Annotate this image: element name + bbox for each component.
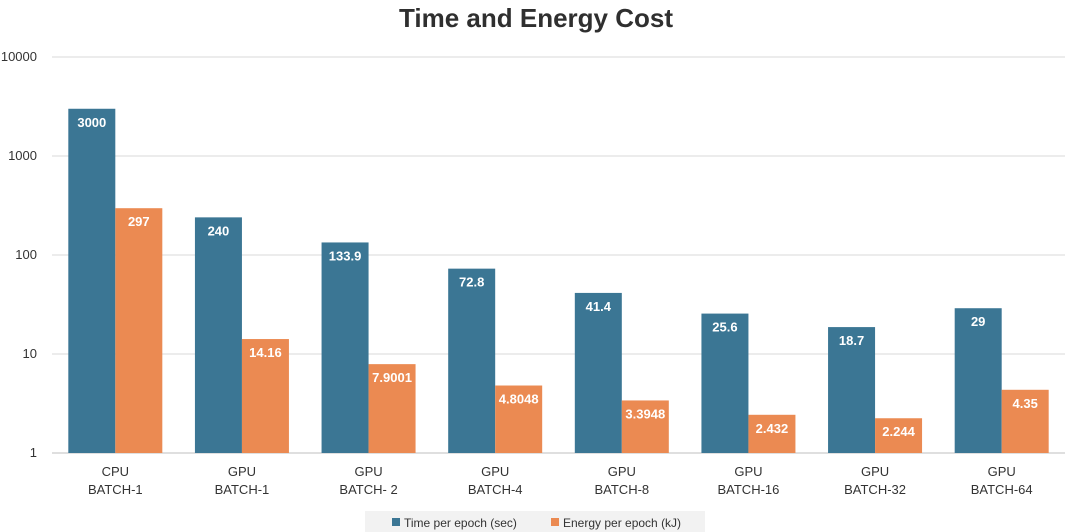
energy-value-label: 297: [128, 214, 150, 229]
x-category-device: GPU: [481, 464, 509, 479]
time-bar: [574, 292, 622, 453]
x-category-device: GPU: [608, 464, 636, 479]
y-tick-label: 100: [15, 247, 37, 262]
chart-title: Time and Energy Cost: [399, 3, 673, 33]
energy-value-label: 4.35: [1013, 396, 1038, 411]
energy-value-label: 2.244: [882, 424, 915, 439]
time-bar: [68, 108, 116, 453]
x-category-batch: BATCH-4: [468, 482, 523, 497]
time-bar: [828, 327, 876, 453]
x-axis-labels: CPU BATCH-1 GPU BATCH-1 GPU BATCH- 2 GPU BATCH-…: [88, 464, 1033, 497]
legend-background: [365, 511, 705, 532]
time-bar: [194, 217, 242, 453]
energy-value-label: 3.3948: [625, 406, 665, 421]
energy-bar: [368, 364, 416, 453]
energy-bar: [748, 414, 796, 453]
energy-bar: [115, 208, 163, 453]
x-category-device: GPU: [734, 464, 762, 479]
time-value-label: 72.8: [459, 275, 484, 290]
y-tick-label: 1000: [8, 148, 37, 163]
time-bar: [701, 313, 749, 453]
x-category-batch: BATCH-64: [971, 482, 1033, 497]
energy-bar: [1001, 389, 1049, 453]
legend-swatch-time: [392, 518, 400, 526]
legend-swatch-energy: [551, 518, 559, 526]
x-category-device: GPU: [228, 464, 256, 479]
time-bar: [954, 308, 1002, 453]
x-category-batch: BATCH-16: [717, 482, 779, 497]
time-bar: [448, 268, 496, 453]
time-value-label: 240: [208, 223, 230, 238]
legend: Time per epoch (sec) Energy per epoch (kJ…: [365, 511, 705, 532]
x-category-batch: BATCH-1: [215, 482, 270, 497]
energy-value-label: 7.9001: [372, 370, 412, 385]
time-value-label: 3000: [77, 115, 106, 130]
energy-bar: [875, 418, 923, 453]
time-value-label: 25.6: [712, 320, 737, 335]
x-category-device: GPU: [988, 464, 1016, 479]
y-tick-label: 10: [23, 346, 37, 361]
x-category-device: CPU: [102, 464, 129, 479]
energy-value-label: 4.8048: [499, 392, 539, 407]
data-labels: 3000 297 240 14.16 133.9 7.9001 72.8 4.8048 41.4…: [77, 115, 1037, 439]
legend-label-energy: Energy per epoch (kJ): [563, 516, 681, 530]
x-category-batch: BATCH- 2: [339, 482, 397, 497]
x-category-batch: BATCH-32: [844, 482, 906, 497]
energy-value-label: 14.16: [249, 345, 282, 360]
time-value-label: 133.9: [329, 248, 362, 263]
energy-bar: [621, 400, 669, 453]
energy-value-label: 2.432: [756, 421, 789, 436]
x-category-device: GPU: [861, 464, 889, 479]
energy-bar: [495, 385, 543, 453]
time-value-label: 29: [971, 314, 985, 329]
x-category-device: GPU: [354, 464, 382, 479]
y-tick-label: 1: [30, 445, 37, 460]
y-tick-label: 10000: [1, 49, 37, 64]
y-axis-ticks: 1 10 100 1000 10000: [1, 49, 37, 460]
energy-bar: [241, 339, 289, 453]
x-category-batch: BATCH-8: [594, 482, 649, 497]
time-value-label: 41.4: [586, 299, 612, 314]
x-category-batch: BATCH-1: [88, 482, 143, 497]
time-value-label: 18.7: [839, 333, 864, 348]
time-bar: [321, 242, 369, 453]
legend-label-time: Time per epoch (sec): [404, 516, 517, 530]
bars: [68, 108, 1049, 453]
